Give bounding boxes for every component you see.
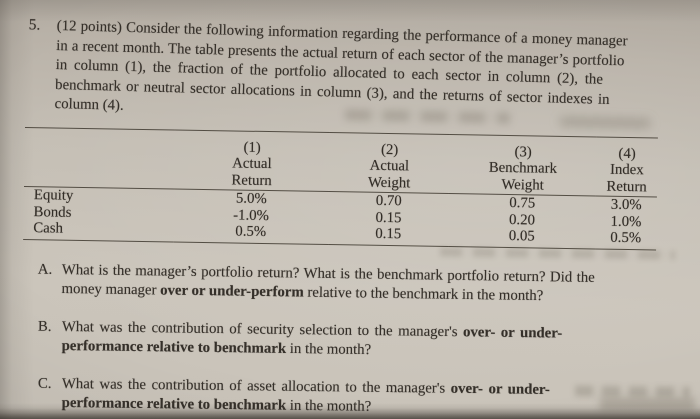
question-text-bold: over or under-perform: [160, 282, 304, 301]
question-b: B. What was the contribution of security…: [38, 318, 657, 365]
question-text-bold: over- or under-: [450, 380, 551, 398]
table-cell: 1.0%: [610, 213, 642, 231]
header-benchmark-weight: (3) Benchmark Weight: [448, 134, 597, 197]
table-cell: 0.05: [508, 228, 535, 245]
question-text-bold: performance relative to benchmark: [61, 395, 287, 415]
question-text: relative to the benchmark in the month?: [303, 284, 544, 305]
question-text: in the month?: [286, 398, 372, 416]
column-title: Weight: [367, 174, 411, 192]
question-text-bold: performance relative to benchmark: [61, 338, 287, 358]
question-text: What was the contribution of asset alloc…: [61, 375, 451, 397]
question-text: in the month?: [286, 341, 372, 359]
header-actual-weight: (2) Actual Weight: [328, 132, 450, 194]
question-text-bold: over- or under-: [462, 324, 563, 342]
column-title: Index: [609, 162, 644, 179]
header-sector-blank: [24, 127, 175, 190]
table-cell: 3.0%: [610, 196, 642, 214]
row-label: Equity: [33, 187, 74, 205]
table-cell: 0.5%: [235, 223, 267, 241]
question-label: C.: [37, 375, 52, 392]
table-cell: 0.15: [375, 209, 402, 227]
column-number: (2): [380, 141, 399, 159]
problem-statement: 5. (12 points) Consider the following in…: [29, 16, 657, 131]
question-c: C. What was the contribution of asset al…: [38, 375, 658, 419]
row-label: Cash: [33, 220, 64, 238]
table-header-row: (1) Actual Return (2) Actual Weight (3) …: [24, 127, 658, 198]
question-text: What was the contribution of security se…: [61, 318, 464, 341]
question-text: money manager: [61, 281, 161, 299]
question-label: B.: [37, 318, 52, 335]
header-index-return: (4) Index Return: [595, 136, 658, 198]
table-cell: 0.70: [375, 193, 402, 210]
column-title: Return: [606, 178, 647, 196]
header-actual-return: (1) Actual Return: [173, 129, 330, 192]
performance-table: (1) Actual Return (2) Actual Weight (3) …: [23, 127, 658, 251]
column-title: Weight: [501, 176, 544, 194]
column-title: Actual: [369, 158, 410, 175]
table-cell: 0.15: [375, 226, 402, 243]
question-label: A.: [37, 261, 53, 278]
column-number: (4): [618, 145, 636, 163]
problem-number: 5.: [28, 16, 41, 34]
table-cell: 0.5%: [610, 230, 642, 247]
question-a: A. What is the manager’s portfolio retur…: [38, 261, 658, 309]
column-title: Return: [231, 172, 272, 189]
